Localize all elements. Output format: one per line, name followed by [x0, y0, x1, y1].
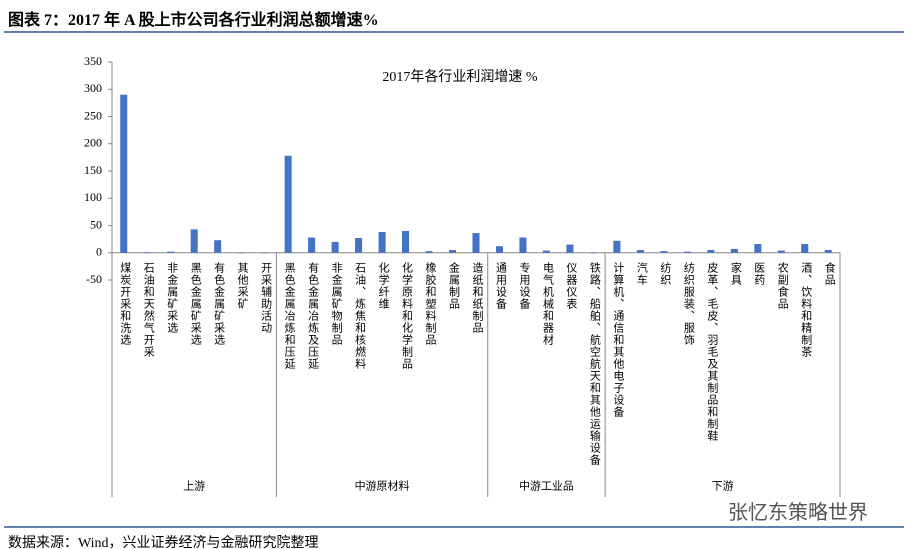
- x-tick-label: 石油、炼焦和核燃料: [353, 262, 366, 370]
- x-tick-label: 黑色金属矿采选: [189, 262, 202, 346]
- x-tick-label: 开采辅助活动: [259, 262, 272, 334]
- x-tick-label: 黑色金属冶炼和压延: [283, 262, 296, 370]
- bar: [542, 250, 550, 253]
- group-label: 上游: [183, 480, 205, 493]
- x-tick-label: 其他采矿: [236, 262, 249, 310]
- x-tick-label: 铁路、船舶、航空航天和其他运输设备: [588, 262, 601, 466]
- x-tick-label: 橡胶和塑料制品: [424, 262, 437, 346]
- bar: [331, 241, 339, 253]
- x-tick-label: 计算机、通信和其他电子设备: [611, 262, 624, 418]
- x-tick-label: 酒、饮料和精制茶: [799, 262, 812, 358]
- x-tick-label: 仪器仪表: [564, 262, 577, 310]
- x-tick-label: 汽车: [635, 262, 648, 286]
- x-tick-label: 皮革、毛皮、羽毛及其制品和制鞋: [705, 262, 718, 442]
- x-tick-label: 金属制品: [447, 262, 460, 310]
- bar: [519, 237, 527, 253]
- x-tick-label: 通用设备: [494, 262, 507, 310]
- bar: [683, 251, 691, 253]
- x-tick-label: 有色金属冶炼及压延: [306, 262, 319, 370]
- x-tick-label: 有色金属矿采选: [212, 262, 225, 346]
- bar: [566, 244, 574, 253]
- x-tick-label: 家具: [729, 262, 742, 286]
- page-title: 图表 7：2017 年 A 股上市公司各行业利润总额增速%: [8, 12, 379, 29]
- y-tick-label: 250: [84, 108, 102, 122]
- bar: [754, 244, 762, 253]
- x-tick-label: 非金属矿采选: [165, 262, 178, 334]
- bar: [425, 251, 433, 253]
- bar: [730, 248, 738, 253]
- bar: [261, 252, 269, 254]
- bar: [355, 238, 363, 253]
- bar: [707, 250, 715, 253]
- x-tick-label: 纺织: [658, 262, 671, 286]
- x-tick-label: 煤炭开采和洗选: [118, 262, 131, 346]
- bar: [589, 252, 597, 254]
- bar: [636, 250, 644, 253]
- bar: [660, 251, 668, 253]
- group-label: 中游工业品: [519, 480, 574, 493]
- watermark: 张忆东策略世界: [728, 500, 868, 524]
- x-tick-label: 农副食品: [776, 262, 789, 310]
- bar: [448, 250, 457, 253]
- x-tick-label: 化学原料和化学制品: [400, 262, 413, 370]
- y-tick-label: 50: [90, 217, 102, 231]
- chart-title: 2017年各行业利润增速 %: [382, 69, 537, 85]
- source: 数据来源：Wind，兴业证券经济与金融研究院整理: [8, 536, 319, 549]
- bar: [214, 240, 222, 253]
- group-label: 下游: [712, 480, 734, 493]
- x-tick-label: 电气机械和器材: [541, 262, 554, 346]
- bar: [801, 244, 809, 253]
- bar: [143, 252, 151, 253]
- x-tick-label: 造纸和纸制品: [471, 262, 483, 334]
- x-tick-label: 专用设备: [517, 262, 530, 310]
- group-label: 中游原材料: [355, 479, 410, 493]
- y-tick-label: 300: [84, 81, 102, 95]
- y-tick-label: -50: [86, 272, 102, 286]
- bar: [308, 237, 316, 253]
- bar: [402, 230, 410, 253]
- bar: [378, 232, 386, 253]
- x-tick-label: 化学纤维: [377, 262, 390, 310]
- x-tick-label: 石油和天然气开采: [142, 262, 155, 358]
- bar: [167, 251, 175, 253]
- x-tick-label: 非金属矿物制品: [330, 262, 343, 346]
- bar: [824, 250, 832, 253]
- x-tick-label: 纺织服装、服饰: [682, 262, 695, 346]
- y-tick-label: 150: [84, 163, 102, 177]
- bar: [284, 155, 292, 253]
- bar: [472, 233, 480, 253]
- bar: [190, 229, 198, 253]
- bar: [613, 240, 621, 253]
- bar: [495, 246, 504, 253]
- x-tick-label: 医药: [752, 262, 765, 286]
- y-tick-label: 200: [84, 136, 102, 150]
- y-tick-label: 0: [96, 245, 102, 259]
- x-tick-label: 食品: [823, 262, 836, 286]
- y-tick-label: 350: [84, 54, 102, 68]
- bar: [777, 250, 785, 253]
- bar: [120, 94, 128, 253]
- y-tick-label: 100: [84, 190, 102, 204]
- bar: [237, 252, 245, 254]
